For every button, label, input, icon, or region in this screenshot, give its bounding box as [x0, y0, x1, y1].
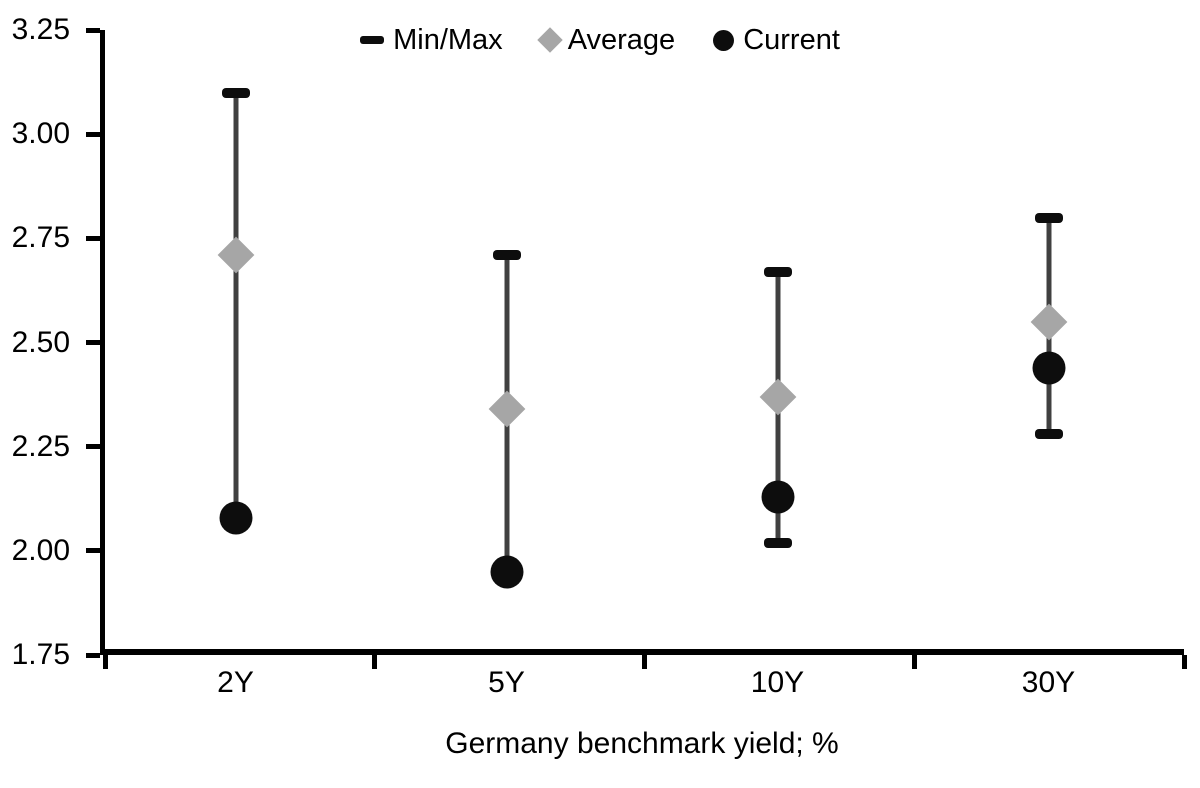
y-axis-label: 3.25 — [11, 13, 70, 46]
y-axis-tick — [86, 235, 100, 241]
y-axis-tick — [86, 444, 100, 450]
minmax-range-line — [233, 92, 238, 518]
y-axis-tick — [86, 27, 100, 33]
current-marker — [490, 555, 523, 589]
current-marker — [219, 501, 252, 534]
current-circle-icon — [713, 29, 735, 51]
plot-area — [86, 27, 1187, 669]
legend-label-current: Current — [743, 24, 840, 56]
minmax-dash-icon — [360, 36, 385, 44]
y-axis-label: 2.50 — [11, 325, 70, 359]
min-cap-marker — [1034, 429, 1063, 440]
y-axis-label: 2.75 — [11, 221, 70, 255]
y-axis-label: 2.25 — [11, 429, 70, 463]
x-axis-tick — [372, 655, 378, 669]
max-cap-marker — [1034, 212, 1063, 223]
max-cap-marker — [492, 250, 521, 260]
average-marker — [217, 236, 254, 274]
legend-item-minmax: Min/Max — [360, 24, 503, 56]
y-axis-tick — [86, 548, 100, 554]
legend-label-minmax: Min/Max — [393, 24, 503, 56]
y-axis-tick — [86, 131, 100, 137]
y-axis-label: 3.00 — [11, 117, 70, 151]
y-axis-label: 1.75 — [11, 638, 70, 671]
x-axis-tick — [1181, 655, 1187, 669]
average-marker — [1030, 303, 1067, 341]
y-axis-tick — [86, 340, 100, 345]
max-cap-marker — [763, 266, 792, 277]
x-axis-category-label: 10Y — [750, 666, 805, 699]
current-marker — [1032, 351, 1065, 384]
legend-label-average: Average — [567, 24, 676, 56]
x-axis-category-label: 5Y — [488, 666, 525, 699]
x-axis-category-label: 2Y — [217, 666, 254, 699]
legend-item-current: Current — [713, 24, 840, 56]
x-axis-tick — [102, 655, 108, 669]
y-axis-label: 2.00 — [11, 533, 70, 567]
average-marker — [759, 378, 796, 416]
x-axis-title: Germany benchmark yield; % — [445, 727, 839, 760]
legend: Min/Max Average Current — [0, 24, 1200, 56]
x-axis-tick — [911, 655, 917, 669]
min-cap-marker — [763, 537, 792, 548]
average-marker — [488, 390, 525, 428]
legend-item-average: Average — [536, 24, 676, 56]
y-axis-tick — [86, 652, 100, 658]
current-marker — [761, 480, 794, 514]
max-cap-marker — [221, 87, 250, 98]
x-axis-tick — [642, 655, 647, 669]
x-axis-category-label: 30Y — [1021, 666, 1076, 699]
